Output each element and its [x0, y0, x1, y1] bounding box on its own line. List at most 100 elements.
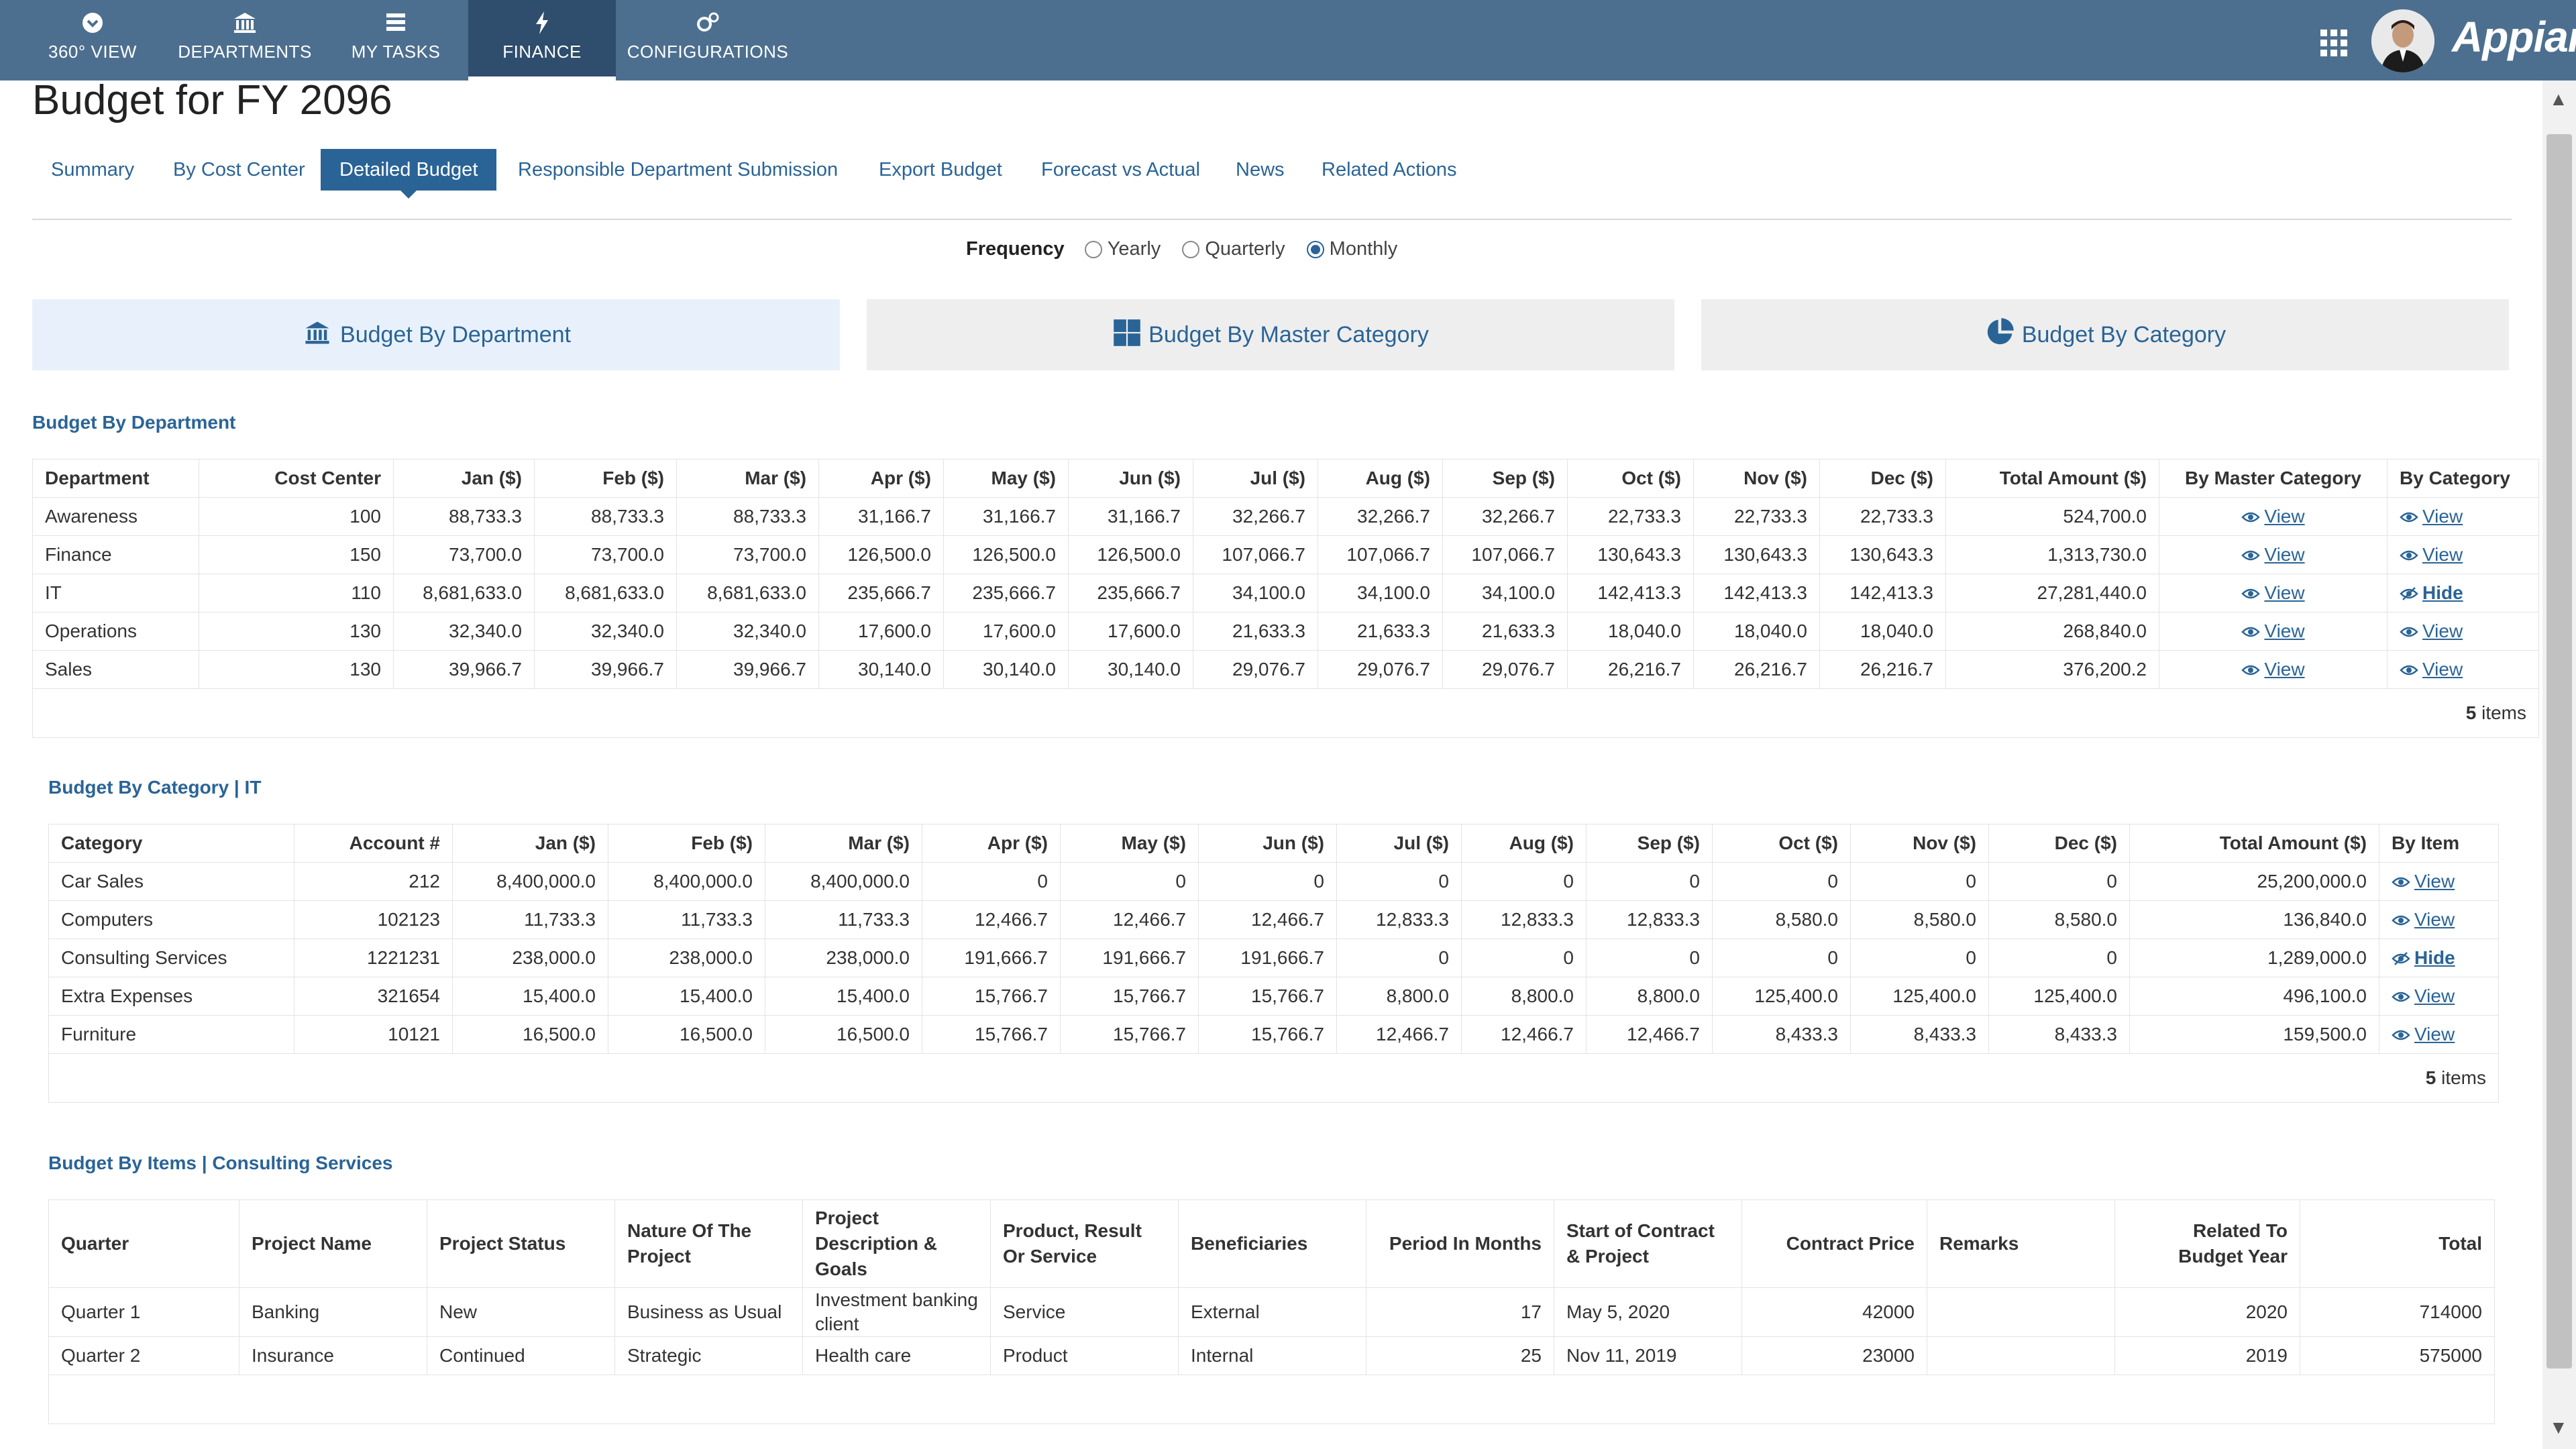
radio-quarterly-label[interactable]: Quarterly: [1205, 238, 1285, 260]
table-cell: 17,600.0: [818, 612, 944, 651]
table-cell: 8,400,000.0: [452, 862, 608, 901]
table-row: Car Sales 212 8,400,000.0 8,400,000.0 8,400,…: [48, 862, 2499, 901]
view-link[interactable]: View: [2392, 871, 2455, 892]
view-link[interactable]: View: [2392, 909, 2455, 930]
table-cell: 16,500.0: [608, 1015, 765, 1054]
view-link[interactable]: View: [2392, 985, 2455, 1006]
table-cell: 159,500.0: [2129, 1015, 2379, 1054]
radio-monthly[interactable]: [1306, 241, 1324, 258]
hide-link[interactable]: Hide: [2392, 947, 2455, 968]
table-row: Consulting Services 1221231 238,000.0 238,0…: [48, 938, 2499, 977]
column-header: By Item: [2379, 824, 2499, 863]
bank-icon: [305, 321, 329, 344]
item-count-label: items: [2476, 702, 2526, 723]
page-title: Budget for FY 2096: [32, 77, 392, 123]
column-header: Sep ($): [1586, 824, 1713, 863]
tab-by-cost-center[interactable]: By Cost Center: [173, 159, 305, 180]
table-header-row: Quarter Project Name Project Status Nature …: [48, 1199, 2495, 1288]
table-cell: 130,643.3: [1819, 535, 1946, 574]
table-cell: Hide: [2379, 938, 2499, 977]
view-link[interactable]: View: [2241, 544, 2305, 565]
column-header: May ($): [1060, 824, 1199, 863]
nav-item-my-tasks[interactable]: MY TASKS: [342, 0, 449, 80]
table-cell: 0: [1336, 938, 1462, 977]
column-header: Oct ($): [1712, 824, 1851, 863]
table-cell: 26,216.7: [1819, 650, 1946, 689]
tab-responsible-department-submission[interactable]: Responsible Department Submission: [518, 159, 839, 180]
view-link[interactable]: View: [2241, 621, 2305, 641]
table-cell: 235,666.7: [818, 574, 944, 612]
column-header: Total: [2300, 1199, 2495, 1288]
tab-detailed-budget[interactable]: Detailed Budget: [321, 149, 497, 199]
scroll-up-arrow-icon[interactable]: ▲: [2549, 89, 2568, 109]
tab-summary[interactable]: Summary: [51, 159, 135, 180]
table-cell: 15,766.7: [1060, 1015, 1199, 1054]
table-cell: 12,466.7: [1060, 900, 1199, 939]
view-link[interactable]: View: [2400, 506, 2463, 527]
tab-news[interactable]: News: [1236, 159, 1285, 180]
eye-icon: [2400, 512, 2418, 523]
eye-icon: [2400, 627, 2418, 637]
view-link[interactable]: View: [2400, 621, 2463, 641]
table-cell: Health care: [802, 1336, 991, 1375]
radio-yearly-label[interactable]: Yearly: [1107, 238, 1161, 260]
nav-item-configurations[interactable]: CONFIGURATIONS: [624, 0, 792, 80]
table-row: Furniture 10121 16,500.0 16,500.0 16,500.0 15…: [48, 1015, 2499, 1054]
table-cell: 212: [294, 862, 453, 901]
view-link[interactable]: View: [2241, 506, 2305, 527]
radio-monthly-label[interactable]: Monthly: [1329, 238, 1398, 260]
tab-related-actions[interactable]: Related Actions: [1322, 159, 1457, 180]
view-link[interactable]: View: [2400, 544, 2463, 565]
link-label: View: [2414, 871, 2455, 892]
tab-export-budget[interactable]: Export Budget: [879, 159, 1002, 180]
scrollbar-thumb[interactable]: [2546, 134, 2572, 1368]
department-budget-table: Department Cost Center Jan ($) Feb ($) Mar (…: [32, 459, 2539, 738]
link-label: View: [2422, 659, 2463, 680]
table-cell: 22,733.3: [1819, 497, 1946, 536]
hide-link[interactable]: Hide: [2400, 582, 2463, 603]
nav-item-departments[interactable]: DEPARTMENTS: [174, 0, 315, 80]
table-cell: View: [2379, 977, 2499, 1016]
table-cell: 0: [1060, 862, 1199, 901]
table-cell: 130: [199, 612, 394, 651]
table-cell: 0: [1461, 862, 1587, 901]
radio-yearly[interactable]: [1084, 241, 1102, 258]
table-cell: 26,216.7: [1693, 650, 1820, 689]
nav-item-360-view[interactable]: 360° VIEW: [32, 0, 153, 80]
eye-icon: [2241, 512, 2261, 523]
table-cell: 126,500.0: [943, 535, 1069, 574]
table-cell: 8,433.3: [1712, 1015, 1851, 1054]
view-link[interactable]: View: [2392, 1024, 2455, 1044]
nav-item-finance[interactable]: FINANCE: [468, 0, 616, 80]
frequency-selector: Frequency Yearly Quarterly Monthly: [966, 238, 1413, 260]
card-budget-by-department[interactable]: Budget By Department: [32, 299, 840, 370]
app-grid-icon[interactable]: [2318, 27, 2350, 59]
item-count-label: items: [2436, 1067, 2486, 1088]
top-nav-bar: 360° VIEW DEPARTMENTS MY TASKS FINANCE C…: [0, 0, 2576, 80]
table-cell: 0: [1850, 938, 1989, 977]
table-cell: 8,580.0: [1850, 900, 1989, 939]
user-avatar[interactable]: [2371, 9, 2434, 72]
table-cell: 110: [199, 574, 394, 612]
view-link[interactable]: View: [2241, 582, 2305, 603]
column-header: Related To Budget Year: [2114, 1199, 2300, 1288]
dashboard-tiles-icon: [1114, 319, 1140, 346]
table-cell: 235,666.7: [1068, 574, 1193, 612]
scroll-down-arrow-icon[interactable]: ▼: [2549, 1417, 2568, 1438]
table-cell: 34,100.0: [1193, 574, 1318, 612]
view-link[interactable]: View: [2400, 659, 2463, 680]
column-header: Dec ($): [1988, 824, 2130, 863]
tab-forecast-vs-actual[interactable]: Forecast vs Actual: [1041, 159, 1200, 180]
radio-quarterly[interactable]: [1182, 241, 1200, 258]
view-link[interactable]: View: [2241, 659, 2305, 680]
table-cell: 29,076.7: [1193, 650, 1318, 689]
table-cell: New: [427, 1287, 615, 1337]
column-header: Contract Price: [1741, 1199, 1927, 1288]
column-header: Category: [48, 824, 294, 863]
table-footer-cell: [48, 1375, 2495, 1424]
card-budget-by-category[interactable]: Budget By Category: [1701, 299, 2509, 370]
card-label: Budget By Department: [340, 322, 571, 347]
table-cell: 17: [1366, 1287, 1554, 1337]
link-label: View: [2414, 909, 2455, 930]
card-budget-by-master-category[interactable]: Budget By Master Category: [867, 299, 1674, 370]
